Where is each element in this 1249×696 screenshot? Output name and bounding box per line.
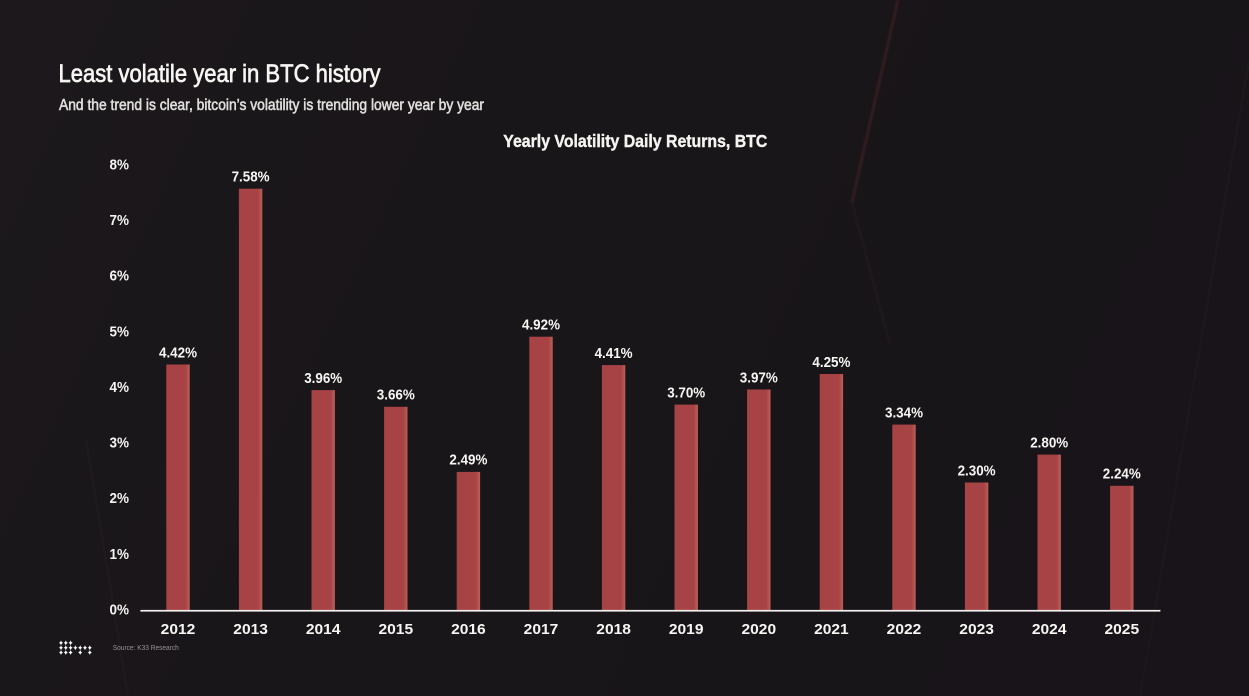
svg-text:2017: 2017 <box>524 621 559 638</box>
svg-text:2014: 2014 <box>306 621 341 638</box>
svg-text:2%: 2% <box>110 490 130 507</box>
svg-text:2.30%: 2.30% <box>958 462 996 479</box>
svg-text:1%: 1% <box>110 546 130 563</box>
svg-text:Source: K33 Research: Source: K33 Research <box>113 645 179 652</box>
svg-text:2015: 2015 <box>379 621 414 638</box>
svg-text:2018: 2018 <box>596 621 631 638</box>
svg-text:2023: 2023 <box>959 621 994 638</box>
svg-text:2016: 2016 <box>451 621 486 638</box>
svg-text:2025: 2025 <box>1105 621 1140 638</box>
svg-text:Least volatile year in BTC his: Least volatile year in BTC history <box>59 60 381 88</box>
svg-text:2012: 2012 <box>161 621 196 638</box>
svg-text:2.80%: 2.80% <box>1030 434 1068 451</box>
svg-text:3%: 3% <box>110 435 130 452</box>
svg-text:2022: 2022 <box>887 621 922 638</box>
svg-text:2020: 2020 <box>742 621 777 638</box>
svg-text:3.97%: 3.97% <box>740 369 778 386</box>
svg-text:4.25%: 4.25% <box>812 354 850 371</box>
svg-text:2013: 2013 <box>233 621 268 638</box>
svg-text:3.66%: 3.66% <box>377 387 415 404</box>
svg-text:And the trend is clear, bitcoi: And the trend is clear, bitcoin’s volati… <box>59 97 484 114</box>
svg-text:2021: 2021 <box>814 621 849 638</box>
svg-text:2019: 2019 <box>669 621 704 638</box>
svg-text:7.58%: 7.58% <box>232 169 270 186</box>
svg-text:4.41%: 4.41% <box>595 345 633 362</box>
svg-text:8%: 8% <box>110 157 130 174</box>
svg-text:3.96%: 3.96% <box>304 370 342 387</box>
svg-text:2.49%: 2.49% <box>449 452 487 469</box>
svg-text:4%: 4% <box>110 379 130 396</box>
svg-text:2.24%: 2.24% <box>1103 466 1141 483</box>
svg-text:0%: 0% <box>110 602 130 619</box>
svg-text:2024: 2024 <box>1032 621 1067 638</box>
svg-text:3.70%: 3.70% <box>667 384 705 401</box>
svg-text:6%: 6% <box>110 268 130 285</box>
svg-text:4.92%: 4.92% <box>522 317 560 334</box>
svg-text:4.42%: 4.42% <box>159 344 197 361</box>
svg-text:5%: 5% <box>110 323 130 340</box>
svg-text:Yearly Volatility Daily Return: Yearly Volatility Daily Returns, BTC <box>503 131 767 151</box>
svg-text:3.34%: 3.34% <box>885 404 923 421</box>
svg-text:7%: 7% <box>110 212 130 229</box>
